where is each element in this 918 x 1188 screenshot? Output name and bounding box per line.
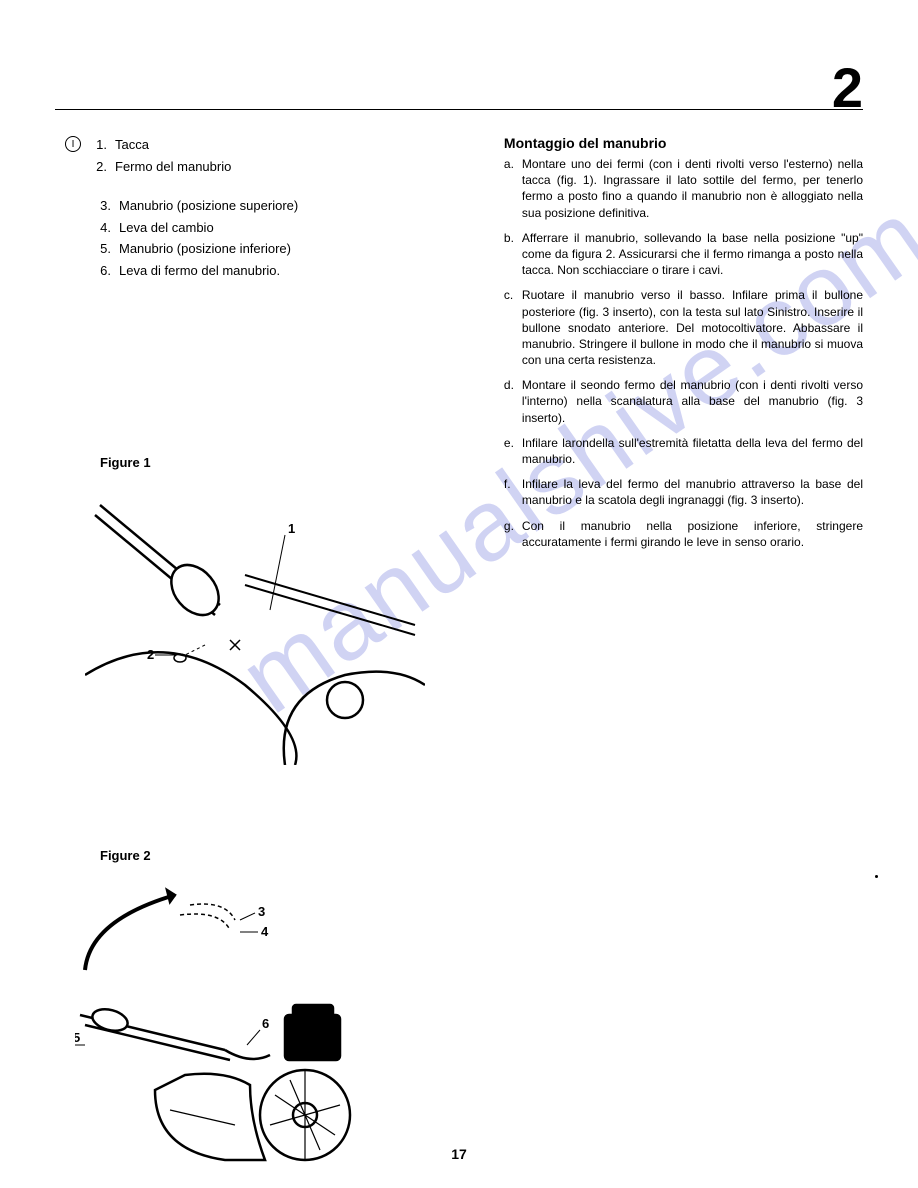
step-item: b. Afferrare il manubrio, sollevando la …: [504, 230, 863, 279]
svg-text:6: 6: [262, 1016, 269, 1031]
step-text: Montare uno dei fermi (con i denti rivol…: [522, 156, 863, 221]
svg-text:5: 5: [75, 1030, 80, 1045]
svg-text:4: 4: [261, 924, 269, 939]
step-text: Infilare larondella sull'estremità filet…: [522, 435, 863, 467]
svg-text:2: 2: [147, 647, 154, 662]
step-letter: f.: [504, 476, 522, 508]
legend-text: Manubrio (posizione superiore): [119, 196, 298, 216]
stray-dot: [875, 875, 878, 878]
step-letter: g.: [504, 518, 522, 550]
step-text: Infilare la leva del fermo del manubrio …: [522, 476, 863, 508]
chapter-number: 2: [832, 55, 863, 120]
legend-text: Leva del cambio: [119, 218, 214, 238]
assembly-title: Montaggio del manubrio: [504, 135, 863, 151]
legend-text: Fermo del manubrio: [115, 157, 231, 177]
step-letter: c.: [504, 287, 522, 368]
step-letter: a.: [504, 156, 522, 221]
legend-list-2: 3. Manubrio (posizione superiore) 4. Lev…: [91, 196, 484, 280]
steps-list: a. Montare uno dei fermi (con i denti ri…: [504, 156, 863, 550]
left-column: I 1. Tacca 2. Fermo del manubrio 3. Manu…: [65, 135, 484, 559]
step-item: a. Montare uno dei fermi (con i denti ri…: [504, 156, 863, 221]
legend-text: Manubrio (posizione inferiore): [119, 239, 291, 259]
legend-item: 4. Leva del cambio: [91, 218, 484, 238]
step-text: Montare il seondo fermo del manubrio (co…: [522, 377, 863, 426]
page-number-bottom: 17: [0, 1146, 918, 1162]
step-item: c. Ruotare il manubrio verso il basso. I…: [504, 287, 863, 368]
step-text: Ruotare il manubrio verso il basso. Infi…: [522, 287, 863, 368]
figure-2-label: Figure 2: [100, 848, 151, 863]
figure-2-diagram: 3 4 5 6: [75, 870, 405, 1170]
figure-1-diagram: 1 2: [85, 475, 425, 765]
svg-text:1: 1: [288, 521, 295, 536]
content-columns: I 1. Tacca 2. Fermo del manubrio 3. Manu…: [65, 135, 863, 559]
step-text: Con il manubrio nella posizione inferior…: [522, 518, 863, 550]
step-letter: b.: [504, 230, 522, 279]
legend-item: 6. Leva di fermo del manubrio.: [91, 261, 484, 281]
step-letter: d.: [504, 377, 522, 426]
legend-num: 5.: [91, 239, 111, 259]
right-column: Montaggio del manubrio a. Montare uno de…: [504, 135, 863, 559]
legend-item: 2. Fermo del manubrio: [87, 157, 231, 177]
step-item: g. Con il manubrio nella posizione infer…: [504, 518, 863, 550]
legend-item: 3. Manubrio (posizione superiore): [91, 196, 484, 216]
legend-text: Tacca: [115, 135, 149, 155]
figure-1-label: Figure 1: [100, 455, 151, 470]
legend-text: Leva di fermo del manubrio.: [119, 261, 280, 281]
step-item: d. Montare il seondo fermo del manubrio …: [504, 377, 863, 426]
legend-num: 3.: [91, 196, 111, 216]
legend-item: 5. Manubrio (posizione inferiore): [91, 239, 484, 259]
step-letter: e.: [504, 435, 522, 467]
legend-num: 2.: [87, 157, 107, 177]
step-item: e. Infilare larondella sull'estremità fi…: [504, 435, 863, 467]
legend-list-1: 1. Tacca 2. Fermo del manubrio: [87, 135, 231, 178]
legend-item: 1. Tacca: [87, 135, 231, 155]
svg-text:3: 3: [258, 904, 265, 919]
step-text: Afferrare il manubrio, sollevando la bas…: [522, 230, 863, 279]
legend-num: 6.: [91, 261, 111, 281]
legend-num: 1.: [87, 135, 107, 155]
step-item: f. Infilare la leva del fermo del manubr…: [504, 476, 863, 508]
top-rule: [55, 109, 863, 110]
legend-num: 4.: [91, 218, 111, 238]
language-marker-icon: I: [65, 136, 81, 152]
